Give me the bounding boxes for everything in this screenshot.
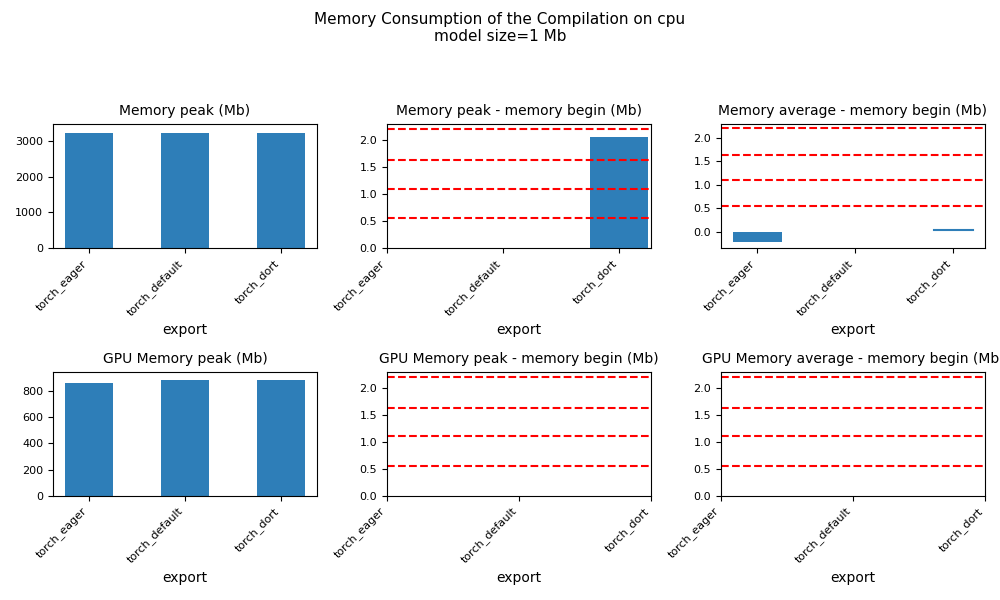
- Title: GPU Memory peak (Mb): GPU Memory peak (Mb): [103, 352, 267, 366]
- Bar: [257, 133, 305, 248]
- X-axis label: export: export: [830, 323, 876, 337]
- X-axis label: export: export: [496, 571, 541, 585]
- Bar: [257, 380, 305, 496]
- Title: GPU Memory peak - memory begin (Mb): GPU Memory peak - memory begin (Mb): [379, 352, 659, 366]
- X-axis label: export: export: [830, 571, 876, 585]
- Title: Memory peak (Mb): Memory peak (Mb): [119, 104, 250, 118]
- Title: Memory peak - memory begin (Mb): Memory peak - memory begin (Mb): [396, 104, 642, 118]
- X-axis label: export: export: [162, 571, 207, 585]
- Title: Memory average - memory begin (Mb): Memory average - memory begin (Mb): [718, 104, 987, 118]
- Title: GPU Memory average - memory begin (Mb): GPU Memory average - memory begin (Mb): [702, 352, 1000, 366]
- Bar: [161, 380, 209, 496]
- X-axis label: export: export: [496, 323, 541, 337]
- Bar: [65, 133, 113, 248]
- Bar: [65, 383, 113, 496]
- Bar: [590, 137, 648, 248]
- X-axis label: export: export: [162, 323, 207, 337]
- Bar: [161, 133, 209, 248]
- Text: Memory Consumption of the Compilation on cpu
model size=1 Mb: Memory Consumption of the Compilation on…: [314, 12, 686, 44]
- Bar: [733, 232, 782, 242]
